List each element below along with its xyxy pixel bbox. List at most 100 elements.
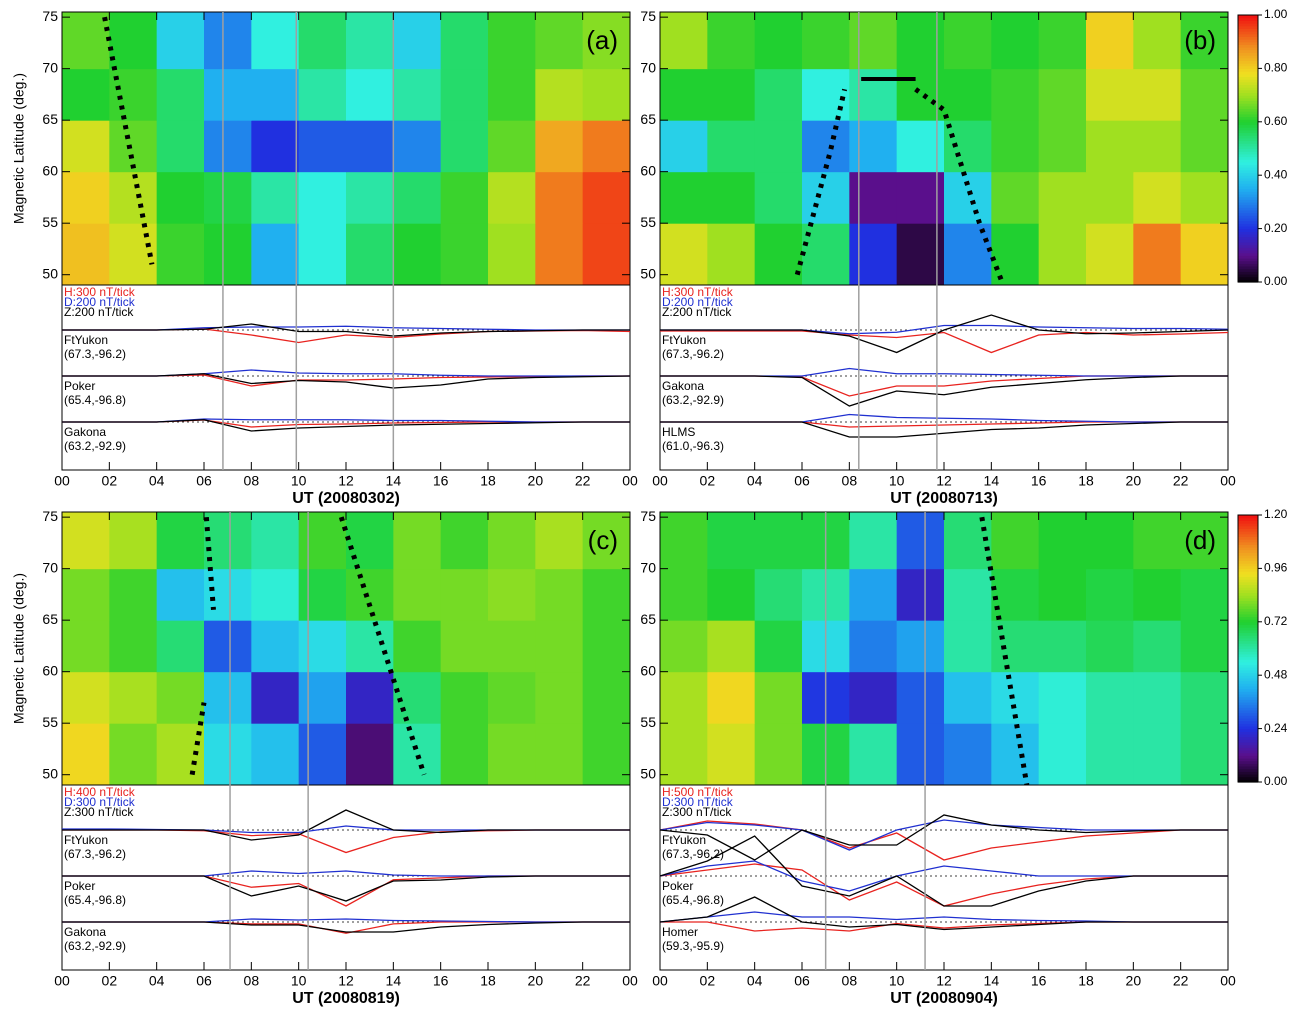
heatmap-cell (440, 68, 489, 121)
colorbar-swatch (1238, 616, 1258, 620)
colorbar-swatch (1238, 31, 1258, 35)
heatmap-cell (991, 12, 1040, 70)
station-coords: (65.4,-96.8) (64, 893, 126, 907)
colorbar-swatch (1238, 592, 1258, 596)
heatmap-cell (204, 723, 252, 786)
colorbar-swatch (1238, 215, 1258, 219)
heatmap-cell (440, 120, 489, 173)
heatmap-cell (204, 671, 252, 724)
colorbar-swatch (1238, 39, 1258, 43)
heatmap-cell (896, 568, 945, 621)
component-scale: H:400 nT/tick (64, 785, 136, 799)
x-tick-label: 22 (1173, 473, 1189, 489)
heatmap-cell (1086, 723, 1134, 786)
heatmap-cell (660, 620, 708, 673)
heatmap-cell (1133, 723, 1182, 786)
x-tick-label: 14 (386, 973, 402, 989)
y-tick-label: 50 (640, 765, 656, 781)
colorbar-swatch (1238, 557, 1258, 561)
colorbar-swatch (1238, 667, 1258, 671)
y-tick-label: 75 (640, 8, 656, 24)
colorbar-swatch (1238, 643, 1258, 647)
colorbar-swatch (1238, 201, 1258, 206)
colorbar-swatch (1238, 207, 1258, 211)
heatmap-cell (393, 171, 442, 224)
colorbar-swatch (1238, 688, 1258, 692)
component-scale: D:300 nT/tick (662, 795, 734, 809)
colorbar-swatch (1238, 733, 1258, 738)
y-tick-label: 55 (42, 214, 58, 230)
heatmap-cell (1038, 512, 1087, 570)
station-coords: (61.0,-96.3) (662, 439, 724, 453)
colorbar-swatch (1238, 584, 1258, 588)
colorbar-swatch (1238, 276, 1258, 280)
colorbar-swatch (1238, 627, 1258, 631)
station-coords: (63.2,-92.9) (662, 393, 724, 407)
x-tick-label: 10 (889, 473, 905, 489)
colorbar-swatch (1238, 728, 1258, 732)
heatmap-cell (298, 620, 347, 673)
heatmap-cell (298, 568, 347, 621)
heatmap-cell (1086, 512, 1134, 570)
heatmap-cell (488, 171, 536, 224)
x-tick-label: 18 (1078, 973, 1094, 989)
colorbar-swatch (1238, 71, 1258, 75)
heatmap-cell (660, 671, 708, 724)
trace (659, 814, 1228, 861)
colorbar-swatch (1238, 244, 1258, 248)
heatmap-cell (1086, 568, 1134, 621)
heatmap-cell (62, 723, 110, 786)
colorbar-swatch (1238, 65, 1258, 69)
x-tick-label: 12 (338, 973, 354, 989)
heatmap-cell (707, 512, 756, 570)
y-tick-label: 60 (42, 162, 58, 178)
colorbar-swatch (1238, 73, 1258, 78)
heatmap-cell (251, 12, 300, 70)
heatmap-cell (944, 12, 992, 70)
x-tick-label: 02 (102, 473, 118, 489)
heatmap-cell (849, 620, 898, 673)
x-tick-label: 06 (794, 973, 810, 989)
heatmap-cell (944, 620, 992, 673)
heatmap-cell (440, 512, 489, 570)
colorbar-swatch (1238, 20, 1258, 24)
colorbar-swatch (1238, 76, 1258, 80)
heatmap-cell (298, 171, 347, 224)
station-name: FtYukon (662, 333, 706, 347)
component-scale: Z:200 nT/tick (662, 305, 732, 319)
heatmap-cell (1038, 120, 1087, 173)
heatmap-cell (707, 120, 756, 173)
heatmap-cell (1133, 171, 1182, 224)
heatmap-cell (346, 223, 394, 286)
panel-label: (d) (1184, 525, 1216, 555)
colorbar-swatch (1238, 725, 1258, 730)
heatmap-cell (991, 512, 1040, 570)
colorbar-swatch (1238, 111, 1258, 115)
heatmap-cell (660, 12, 708, 70)
colorbar-swatch (1238, 217, 1258, 222)
component-scale: D:300 nT/tick (64, 795, 136, 809)
heatmap-cell (1133, 68, 1182, 121)
y-tick-label: 55 (42, 714, 58, 730)
heatmap-cell (707, 223, 756, 286)
heatmap-cell (802, 120, 850, 173)
heatmap-cell (346, 568, 394, 621)
heatmap-cell (944, 120, 992, 173)
colorbar-swatch (1238, 669, 1258, 674)
colorbar-swatch (1238, 119, 1258, 123)
heatmap-cell (109, 723, 158, 786)
x-tick-label: 00 (1220, 473, 1236, 489)
colorbar-swatch (1238, 709, 1258, 714)
heatmap-cell (1180, 620, 1229, 673)
colorbar-swatch (1238, 28, 1258, 32)
colorbar-swatch (1238, 629, 1258, 634)
heatmap-cell (849, 723, 898, 786)
x-tick-label: 00 (622, 473, 638, 489)
trace-frame (61, 784, 631, 971)
heatmap-cell (156, 12, 205, 70)
colorbar-swatch (1238, 720, 1258, 724)
heatmap-cell (1086, 223, 1134, 286)
colorbar-swatch (1238, 517, 1258, 521)
trace (660, 314, 1229, 354)
y-axis-title: Magnetic Latitude (deg.) (11, 573, 27, 724)
